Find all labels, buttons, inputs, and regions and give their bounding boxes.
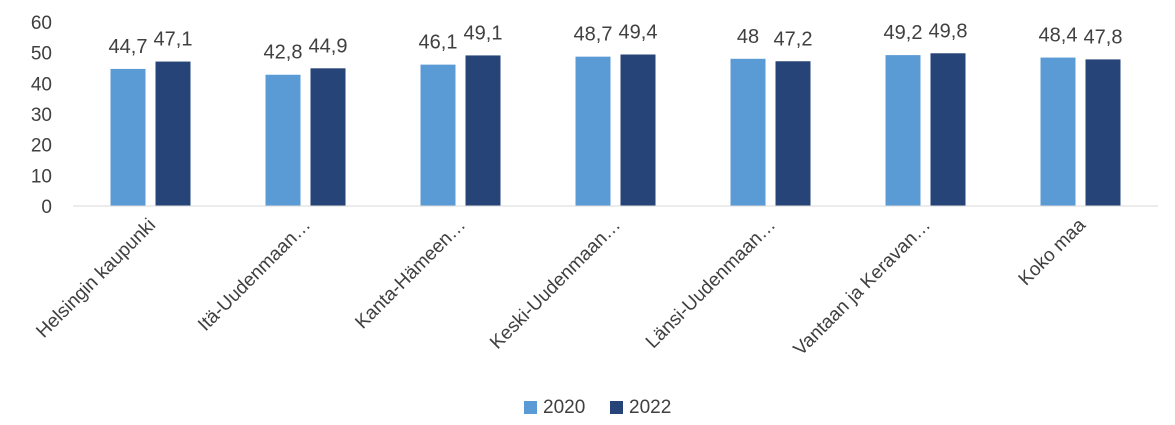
bar-2022-0 bbox=[155, 61, 191, 207]
data-label-2020-5: 49,2 bbox=[884, 22, 923, 44]
bar-2022-6 bbox=[1085, 59, 1121, 207]
category-label: Koko maa bbox=[1015, 214, 1091, 290]
bar-2020-6 bbox=[1040, 57, 1076, 206]
bar-2020-4 bbox=[730, 58, 766, 206]
bar-2020-5 bbox=[885, 55, 921, 207]
data-label-2020-2: 46,1 bbox=[419, 32, 458, 54]
data-label-2020-0: 44,7 bbox=[109, 36, 148, 58]
data-label-2022-0: 47,1 bbox=[154, 29, 193, 51]
bar-2020-1 bbox=[265, 74, 301, 206]
bar-2022-5 bbox=[930, 53, 966, 206]
legend-swatch-2022 bbox=[610, 401, 623, 414]
category-label: Keski-Uudenmaan… bbox=[486, 215, 625, 354]
data-label-2020-1: 42,8 bbox=[264, 42, 303, 64]
legend-swatch-2020 bbox=[524, 401, 537, 414]
category-label: Vantaan ja Keravan… bbox=[790, 215, 935, 360]
y-tick-label: 20 bbox=[31, 136, 52, 157]
data-label-2020-3: 48,7 bbox=[574, 24, 613, 46]
data-label-2022-1: 44,9 bbox=[309, 35, 348, 57]
bar-2022-3 bbox=[620, 54, 656, 206]
y-tick-label: 10 bbox=[31, 166, 52, 187]
data-label-2020-6: 48,4 bbox=[1039, 25, 1078, 47]
data-label-2022-2: 49,1 bbox=[464, 22, 503, 44]
data-label-2020-4: 48 bbox=[737, 26, 759, 48]
data-label-2022-3: 49,4 bbox=[619, 22, 658, 44]
y-tick-label: 40 bbox=[31, 74, 52, 95]
legend-label-2020: 2020 bbox=[543, 397, 585, 418]
y-tick-label: 0 bbox=[41, 197, 52, 218]
category-label: Kanta-Hämeen… bbox=[351, 215, 470, 334]
y-tick-label: 50 bbox=[31, 44, 52, 65]
bar-2022-1 bbox=[310, 68, 346, 206]
category-label: Itä-Uudenmaan… bbox=[194, 215, 315, 336]
data-label-2022-5: 49,8 bbox=[929, 20, 968, 42]
bar-2022-2 bbox=[465, 55, 501, 206]
data-label-2022-6: 47,8 bbox=[1084, 26, 1123, 48]
data-label-2022-4: 47,2 bbox=[774, 28, 813, 50]
category-label: Länsi-Uudenmaan… bbox=[642, 215, 780, 353]
bar-2022-4 bbox=[775, 61, 811, 207]
bar-2020-2 bbox=[420, 64, 456, 206]
bar-2020-0 bbox=[110, 68, 146, 206]
category-label: Helsingin kaupunki bbox=[32, 215, 160, 343]
legend-label-2022: 2022 bbox=[629, 397, 671, 418]
y-tick-label: 60 bbox=[31, 13, 52, 34]
y-tick-label: 30 bbox=[31, 105, 52, 126]
bar-2020-3 bbox=[575, 56, 611, 206]
